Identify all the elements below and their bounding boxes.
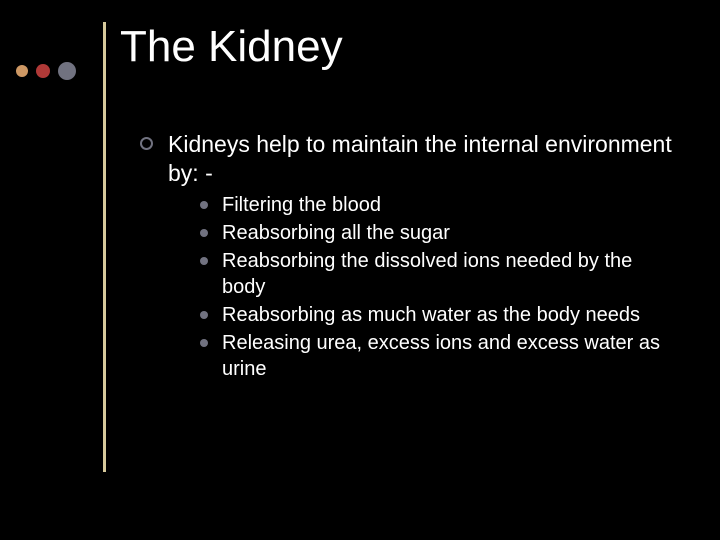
vertical-accent-line xyxy=(103,22,106,472)
decor-dots xyxy=(16,62,76,80)
sub-bullet: Reabsorbing all the sugar xyxy=(200,220,680,246)
sub-bullet-list: Filtering the blood Reabsorbing all the … xyxy=(140,192,680,382)
sub-bullet: Filtering the blood xyxy=(200,192,680,218)
sub-bullet: Releasing urea, excess ions and excess w… xyxy=(200,330,680,382)
main-bullet-text: Kidneys help to maintain the internal en… xyxy=(168,131,672,186)
sub-bullet-text: Releasing urea, excess ions and excess w… xyxy=(222,332,660,380)
sub-bullet-text: Reabsorbing the dissolved ions needed by… xyxy=(222,250,632,298)
sub-bullet: Reabsorbing the dissolved ions needed by… xyxy=(200,248,680,300)
sub-bullet-text: Reabsorbing as much water as the body ne… xyxy=(222,304,640,326)
slide-title: The Kidney xyxy=(120,22,343,72)
dot-icon xyxy=(16,65,28,77)
sub-bullet-text: Reabsorbing all the sugar xyxy=(222,222,450,244)
main-bullet: Kidneys help to maintain the internal en… xyxy=(140,130,680,188)
slide-body: Kidneys help to maintain the internal en… xyxy=(140,130,680,384)
slide-container: The Kidney Kidneys help to maintain the … xyxy=(0,0,720,540)
sub-bullet-text: Filtering the blood xyxy=(222,194,381,216)
sub-bullet: Reabsorbing as much water as the body ne… xyxy=(200,302,680,328)
dot-icon xyxy=(58,62,76,80)
dot-icon xyxy=(36,64,50,78)
